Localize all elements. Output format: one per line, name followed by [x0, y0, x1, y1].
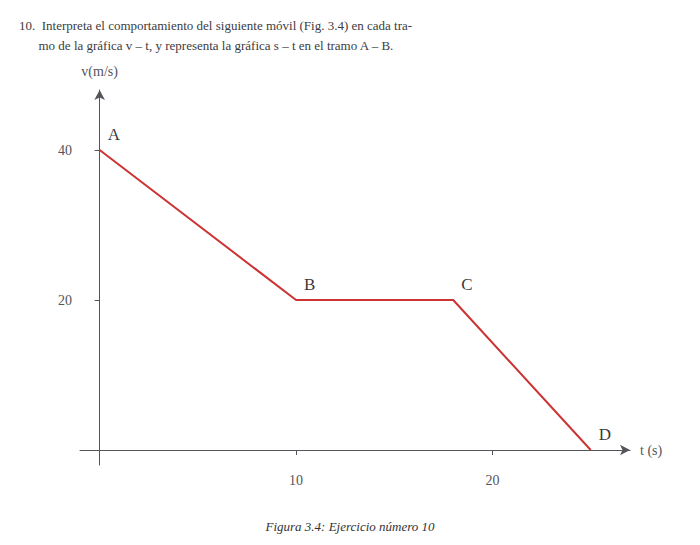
svg-text:10. Interpreta el comportamie: 10. Interpreta el comportamiento del sig… [19, 18, 412, 33]
svg-text:A: A [108, 125, 121, 144]
svg-text:B: B [304, 275, 315, 294]
svg-text:40: 40 [58, 143, 72, 158]
svg-text:t (s): t (s) [640, 443, 663, 459]
svg-text:C: C [461, 275, 472, 294]
svg-text:D: D [599, 425, 611, 444]
svg-text:20: 20 [58, 293, 72, 308]
svg-text:mo de la gráfica v – t, y repr: mo de la gráfica v – t, y representa la … [19, 38, 393, 53]
svg-text:20: 20 [486, 473, 500, 488]
svg-text:v(m/s): v(m/s) [81, 64, 118, 80]
svg-text:10: 10 [289, 473, 303, 488]
svg-text:Figura 3.4: Ejercicio número 1: Figura 3.4: Ejercicio número 10 [264, 519, 435, 534]
